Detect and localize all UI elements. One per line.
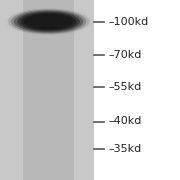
Text: –100kd: –100kd: [108, 17, 148, 27]
Text: –35kd: –35kd: [108, 143, 141, 154]
Bar: [25, 0, 72, 180]
Bar: [34, 0, 63, 180]
Ellipse shape: [8, 9, 90, 35]
Bar: [32, 0, 65, 180]
Ellipse shape: [21, 13, 77, 30]
Bar: [42, 0, 56, 180]
Bar: [45, 0, 53, 180]
Bar: [23, 0, 74, 180]
Text: –40kd: –40kd: [108, 116, 141, 127]
Bar: [43, 0, 54, 180]
Bar: [37, 0, 60, 180]
Bar: [0, 0, 94, 180]
Bar: [30, 0, 68, 180]
Bar: [26, 0, 71, 180]
Bar: [23, 0, 74, 180]
Text: –55kd: –55kd: [108, 82, 141, 92]
Bar: [28, 0, 69, 180]
Bar: [31, 0, 66, 180]
Bar: [40, 0, 57, 180]
Ellipse shape: [14, 11, 83, 33]
Ellipse shape: [24, 14, 73, 30]
Bar: [35, 0, 62, 180]
Bar: [39, 0, 59, 180]
Ellipse shape: [11, 10, 86, 33]
Ellipse shape: [17, 12, 80, 32]
Ellipse shape: [27, 15, 70, 28]
Text: –70kd: –70kd: [108, 50, 141, 60]
